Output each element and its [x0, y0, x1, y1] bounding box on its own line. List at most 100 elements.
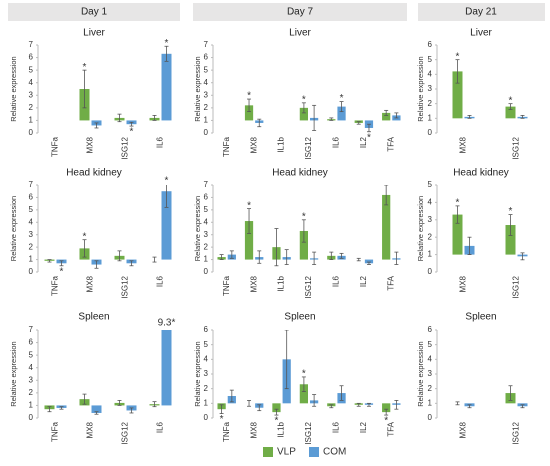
x-tick-label: MX8 [249, 421, 258, 438]
panel-title: Head kidney [453, 168, 509, 179]
plot [452, 59, 528, 119]
significance: * [302, 211, 306, 222]
legend-label: COM [323, 447, 346, 458]
x-tick-label: IL2 [359, 136, 368, 148]
significance: * [247, 200, 251, 211]
y-axis-label: Relative expression [193, 341, 202, 406]
x-tick-label: MX8 [86, 136, 95, 153]
x-tick-label: IL6 [156, 136, 165, 148]
significance: * [509, 95, 513, 106]
bar [91, 405, 102, 413]
y-tick-label: 4 [29, 78, 34, 87]
x-tick-label: MX8 [249, 275, 258, 292]
significance: * [83, 62, 87, 73]
significance: * [83, 231, 87, 242]
y-tick-label: 2 [428, 99, 433, 108]
y-tick-label: 1 [428, 398, 433, 407]
significance: * [60, 266, 64, 277]
bar [299, 230, 308, 260]
significance: * [130, 127, 134, 138]
plot [217, 185, 401, 267]
x-tick-label: MX8 [249, 136, 258, 153]
x-tick-label: ISG12 [304, 421, 313, 444]
bar [382, 403, 391, 413]
bar [244, 221, 254, 260]
y-tick-label: 7 [29, 180, 34, 189]
bar [161, 53, 172, 121]
y-tick-label: 1 [29, 255, 34, 264]
bar [364, 259, 374, 264]
bar [505, 225, 516, 255]
y-tick-label: 6 [428, 40, 433, 49]
x-tick-label: MX8 [86, 421, 95, 438]
significance: * [302, 369, 306, 380]
x-tick-label: IL6 [156, 421, 165, 433]
bar [382, 194, 391, 260]
y-tick-label: 0 [29, 267, 34, 276]
bar [452, 71, 463, 119]
panel-title: Liver [83, 28, 105, 39]
column-header: Day 7 [287, 7, 314, 18]
y-tick-label: 5 [204, 340, 209, 349]
y-tick-label: 4 [428, 354, 433, 363]
y-tick-label: 7 [29, 325, 34, 334]
y-tick-label: 6 [29, 53, 34, 62]
significance: * [384, 416, 388, 427]
y-tick-label: 7 [204, 180, 209, 189]
panel-title: Spleen [284, 312, 315, 323]
x-tick-label: ISG12 [512, 136, 521, 159]
bar [452, 214, 463, 255]
significance: * [509, 206, 513, 217]
column-header: Day 21 [465, 7, 497, 18]
y-tick-label: 2 [29, 388, 34, 397]
y-tick-label: 5 [204, 65, 209, 74]
y-tick-label: 2 [428, 384, 433, 393]
y-tick-label: 6 [204, 193, 209, 202]
bar [161, 191, 172, 260]
header-box [418, 3, 545, 21]
significance: * [165, 38, 169, 49]
legend-swatch [309, 447, 319, 457]
y-tick-label: 7 [29, 40, 34, 49]
column-header: Day 1 [81, 7, 108, 18]
significance: * [220, 414, 224, 425]
bar [337, 106, 346, 121]
y-tick-label: 6 [204, 53, 209, 62]
legend-label: VLP [277, 447, 296, 458]
significance: * [247, 91, 251, 102]
bar [505, 106, 516, 119]
y-tick-label: 5 [29, 65, 34, 74]
x-tick-label: TFA [386, 136, 395, 151]
y-tick-label: 0 [428, 128, 433, 137]
y-axis-label: Relative expression [416, 196, 425, 261]
y-axis-label: Relative expression [9, 56, 18, 121]
x-tick-label: TFA [386, 421, 395, 436]
x-tick-label: ISG12 [121, 421, 130, 444]
significance: * [456, 198, 460, 209]
significance: * [302, 94, 306, 105]
y-tick-label: 0 [428, 267, 433, 276]
y-tick-label: 1 [204, 398, 209, 407]
x-tick-label: TFA [386, 275, 395, 290]
y-tick-label: 3 [428, 369, 433, 378]
x-tick-label: IL1b [277, 136, 286, 152]
y-tick-label: 5 [428, 55, 433, 64]
y-tick-label: 3 [204, 90, 209, 99]
significance: * [275, 416, 279, 427]
x-tick-label: ISG12 [121, 275, 130, 298]
significance: * [456, 51, 460, 62]
plot [455, 385, 528, 409]
x-tick-label: MX8 [459, 421, 468, 438]
panel-title: Spleen [465, 312, 496, 323]
x-tick-label: ISG12 [512, 421, 521, 444]
x-tick-label: IL2 [359, 275, 368, 287]
y-tick-label: 2 [204, 242, 209, 251]
y-axis-label: Relative expression [193, 56, 202, 121]
y-tick-label: 3 [204, 369, 209, 378]
y-tick-label: 4 [428, 198, 433, 207]
y-tick-label: 3 [29, 375, 34, 384]
panel-title: Liver [470, 28, 492, 39]
y-tick-label: 4 [204, 354, 209, 363]
y-tick-label: 0 [428, 413, 433, 422]
